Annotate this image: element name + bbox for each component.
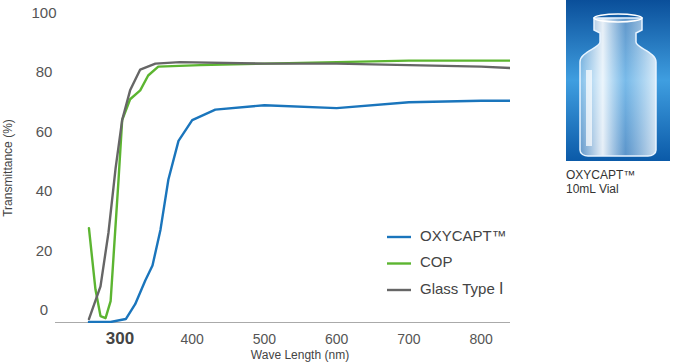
legend-swatch [387, 289, 411, 291]
series-line [89, 62, 510, 319]
x-tick-label: 600 [325, 331, 349, 347]
y-tick-label: 100 [31, 4, 56, 21]
series-line [89, 101, 510, 322]
y-tick-label: 20 [36, 242, 53, 259]
legend-label: COP [420, 253, 453, 270]
image-caption: 10mL Vial [566, 182, 619, 196]
y-tick-label: 0 [40, 301, 48, 318]
plot-area [89, 61, 510, 322]
legend-swatch [387, 236, 411, 238]
legend-label: OXYCAPT™ [420, 227, 507, 244]
vial-photo [566, 0, 670, 161]
y-tick-label: 60 [36, 123, 53, 140]
x-tick-label: 300 [106, 329, 134, 348]
x-tick-label: 800 [469, 331, 493, 347]
image-caption: OXYCAPT™ [566, 168, 635, 182]
x-tick-label: 400 [181, 331, 205, 347]
legend-label: Glass Type Ⅰ [420, 280, 503, 297]
series-line [89, 61, 510, 319]
x-tick-label: 500 [253, 331, 277, 347]
legend-swatch [387, 262, 411, 264]
y-tick-label: 80 [36, 63, 53, 80]
x-axis-title: Wave Length (nm) [251, 348, 349, 362]
y-axis-title: Transmittance (%) [1, 119, 15, 217]
x-axis [55, 322, 510, 323]
chart: 0 20 40 60 80 100 300 400 500 600 700 800 Wave Lengt… [0, 0, 699, 364]
x-tick-label: 700 [397, 331, 421, 347]
y-tick-label: 40 [36, 182, 53, 199]
